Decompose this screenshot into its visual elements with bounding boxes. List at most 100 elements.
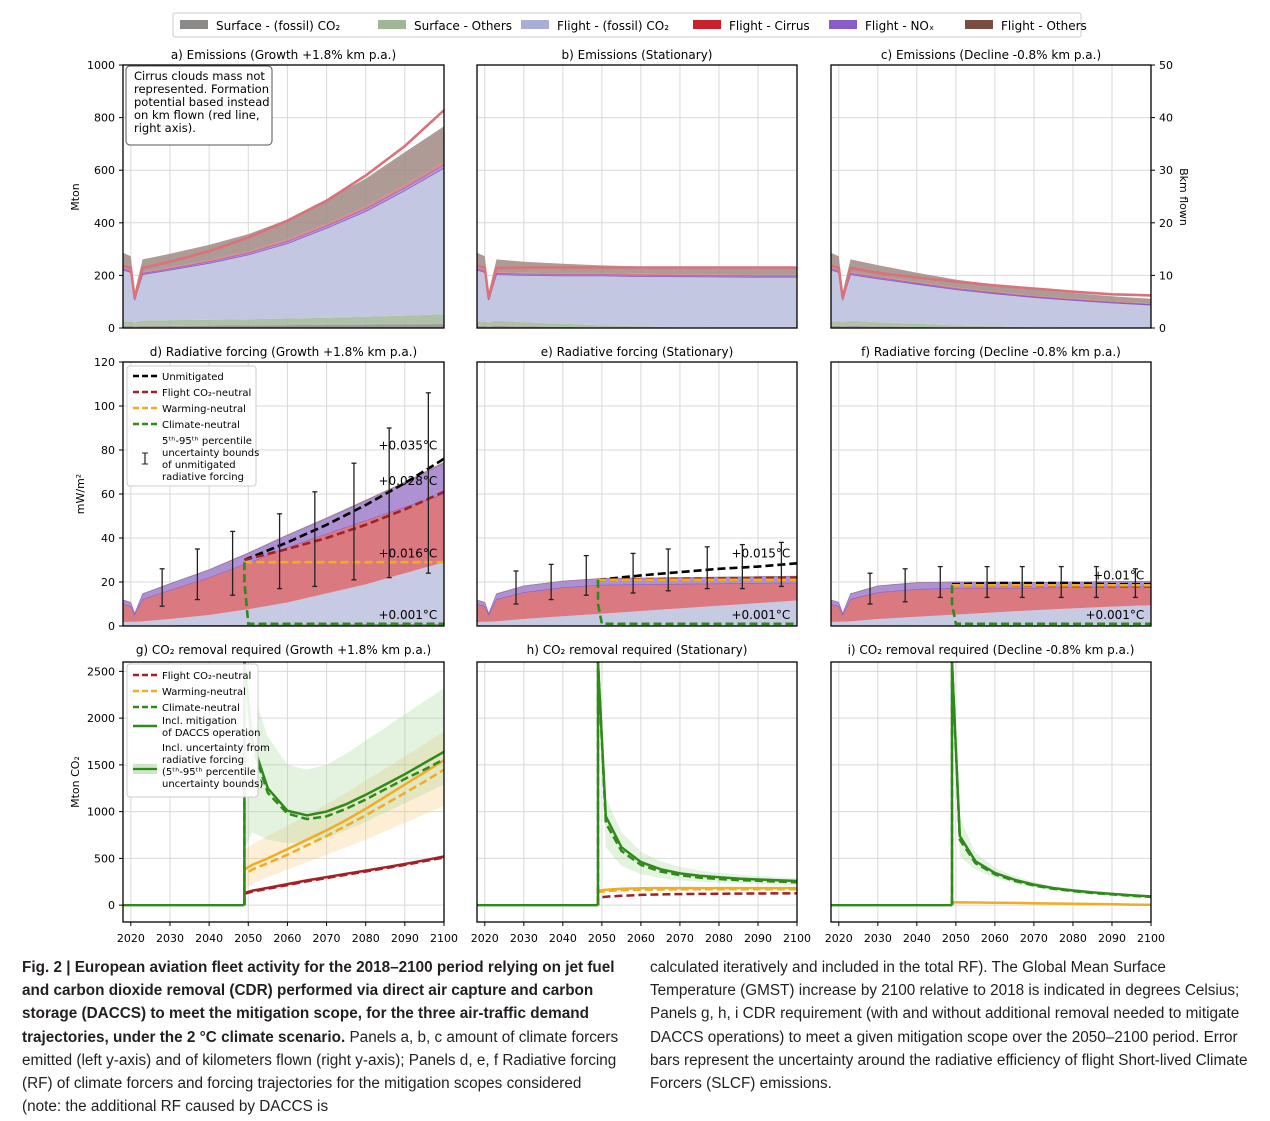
- cdr-line-climate-neutral-incl-mitigation-: [950, 662, 1151, 906]
- y2-tick-label: 20: [1159, 217, 1173, 230]
- cdr-legend-frame: [126, 663, 259, 798]
- rf-area-flight-fossil-co-: [123, 562, 444, 626]
- uncertainty-band: [244, 662, 444, 850]
- gmst-annotation: +0.015°C: [731, 546, 790, 560]
- rf-area-flight-cirrus: [831, 586, 1151, 622]
- x-tick-label: 2090: [1098, 932, 1126, 945]
- cdr-legend-label: Flight CO₂-neutral: [162, 671, 251, 682]
- gmst-annotation: +0.001°C: [1085, 608, 1144, 622]
- x-tick-label: 2040: [903, 932, 931, 945]
- area-flight-fossil-co-: [831, 269, 1151, 328]
- area-surface-fossil-co-: [123, 324, 444, 328]
- x-tick-label: 2060: [981, 932, 1009, 945]
- gmst-annotation: +0.035°C: [378, 439, 437, 453]
- rf-legend-errorbar-label: 5ᵗʰ-95ᵗʰ percentile: [162, 436, 252, 447]
- y2-tick-label: 30: [1159, 164, 1173, 177]
- cdr-line-flight-co-neutral: [596, 892, 797, 906]
- panel-f: +0.01°C +0.001°C f) Radiative forcing (Dec…: [830, 345, 1152, 627]
- cdr-legend-label: of DACCS operation: [162, 728, 261, 739]
- uncertainty-band: [244, 731, 444, 890]
- y-tick-label: 800: [94, 112, 115, 125]
- y2-tick-label: 40: [1159, 112, 1173, 125]
- legend: Surface - (fossil) CO₂ Surface - Others Fl…: [172, 12, 1087, 38]
- legend-label: Flight - Cirrus: [729, 19, 810, 33]
- uncertainty-band: [952, 662, 1151, 898]
- y-tick-label: 400: [94, 217, 115, 230]
- cdr-legend-label: radiative forcing: [162, 755, 244, 766]
- panel-title: e) Radiative forcing (Stationary): [541, 345, 734, 359]
- rf-legend-errorbar-label: radiative forcing: [162, 472, 244, 483]
- y2-tick-label: 50: [1159, 59, 1173, 72]
- y-tick-label: 2500: [87, 665, 115, 678]
- annotation-line: Cirrus clouds mass not: [134, 69, 265, 83]
- rf-legend-label: Climate-neutral: [162, 420, 240, 431]
- y-tick-label: 0: [108, 322, 115, 335]
- rf-line-climate-neutral: [596, 579, 797, 626]
- cdr-legend-label: Warming-neutral: [162, 687, 246, 698]
- panel-h: h) CO₂ removal required (Stationary) 2020…: [471, 643, 811, 945]
- panel-title: f) Radiative forcing (Decline -0.8% km p…: [861, 345, 1121, 359]
- annotation-line: represented. Formation: [134, 82, 269, 96]
- cdr-legend-label: Climate-neutral: [162, 703, 240, 714]
- gmst-annotation: +0.028°C: [378, 474, 437, 488]
- x-tick-label: 2030: [510, 932, 538, 945]
- x-tick-label: 2070: [666, 932, 694, 945]
- legend-label: Surface - (fossil) CO₂: [216, 19, 340, 33]
- legend-label: Flight - NOₓ: [865, 19, 934, 33]
- panel-frame: [830, 64, 1152, 329]
- area-flight-fossil-co-: [477, 269, 797, 328]
- figure-caption: Fig. 2 | European aviation fleet activit…: [22, 956, 1250, 1118]
- y-tick-label: 1000: [87, 806, 115, 819]
- y-tick-label: 1500: [87, 759, 115, 772]
- axis-label-rf: mW/m²: [74, 474, 87, 514]
- gmst-annotation: +0.01°C: [1093, 568, 1144, 582]
- y-tick-label: 80: [101, 444, 115, 457]
- panel-plot-area: [477, 662, 797, 907]
- cdr-legend-label: Incl. uncertainty from: [162, 743, 270, 754]
- cdr-legend-label: (5ᵗʰ-95ᵗʰ percentile: [162, 767, 256, 778]
- panel-title: g) CO₂ removal required (Growth +1.8% km…: [136, 643, 431, 657]
- rf-line-climate-neutral: [950, 585, 1151, 626]
- rf-area-flight-fossil-co-: [831, 605, 1151, 626]
- panel-frame: [476, 661, 798, 923]
- y-tick-label: 40: [101, 532, 115, 545]
- legend-swatch: [965, 20, 993, 29]
- panel-frame: [122, 661, 445, 923]
- x-tick-label: 2020: [117, 932, 145, 945]
- legend-swatch: [693, 20, 721, 29]
- panel-title: c) Emissions (Decline -0.8% km p.a.): [881, 48, 1101, 62]
- x-tick-label: 2020: [471, 932, 499, 945]
- rf-legend-label: Warming-neutral: [162, 404, 246, 415]
- gmst-annotation: +0.001°C: [731, 608, 790, 622]
- cdr-line-climate-neutral: [596, 662, 797, 906]
- rf-legend-frame: [126, 365, 257, 487]
- legend-frame: [172, 12, 1082, 38]
- x-tick-label: 2080: [1059, 932, 1087, 945]
- axis-label-cdr: Mton CO₂: [69, 756, 82, 808]
- x-tick-label: 2080: [705, 932, 733, 945]
- panel-c: c) Emissions (Decline -0.8% km p.a.): [830, 48, 1152, 329]
- area-surface-others: [477, 320, 797, 328]
- y-tick-label: 500: [94, 852, 115, 865]
- legend-label: Surface - Others: [414, 19, 512, 33]
- area-flight-others: [123, 126, 444, 299]
- gmst-annotation: +0.001°C: [378, 608, 437, 622]
- legend-swatch: [521, 20, 549, 29]
- y2-tick-label: 10: [1159, 269, 1173, 282]
- cdr-legend: Flight CO₂-neutral Warming-neutral Climate…: [126, 663, 270, 798]
- cdr-line-warming-neutral: [596, 888, 797, 906]
- annotation-line: right axis).: [134, 121, 196, 135]
- area-flight-fossil-co-: [123, 168, 444, 323]
- rf-area-flight-fossil-co-: [477, 600, 797, 626]
- panel-title: h) CO₂ removal required (Stationary): [527, 643, 748, 657]
- panel-g: g) CO₂ removal required (Growth +1.8% km…: [117, 643, 458, 945]
- x-tick-label: 2100: [783, 932, 811, 945]
- rf-legend: Unmitigated Flight CO₂-neutral Warming-neu…: [126, 365, 259, 487]
- rf-line-unmitigated: [597, 562, 798, 582]
- y-tick-label: 60: [101, 488, 115, 501]
- km-flown-line: [476, 264, 797, 299]
- rf-legend-errorbar-label: uncertainty bounds: [162, 448, 259, 459]
- x-tick-label: 2100: [430, 932, 458, 945]
- x-tick-label: 2070: [1020, 932, 1048, 945]
- legend-swatch: [829, 20, 857, 29]
